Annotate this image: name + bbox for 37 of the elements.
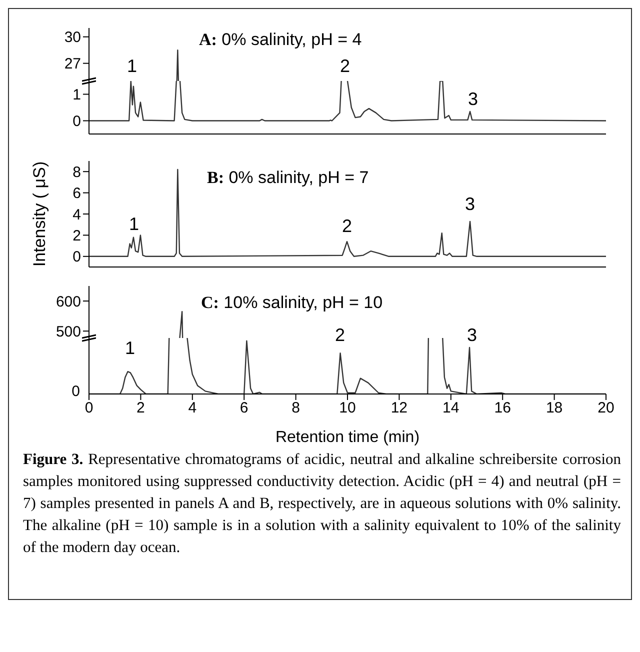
annotation: 1 [126, 56, 138, 78]
y-tick-label: 6 [72, 185, 81, 202]
y-axis-title: Intensity ( μS) [30, 161, 50, 267]
y-tick-label: 1 [72, 86, 81, 104]
x-tick-label: 10 [339, 400, 356, 417]
y-tick-label: 500 [56, 323, 81, 340]
y-tick-label: 8 [72, 164, 81, 181]
y-tick-label: 4 [72, 206, 81, 224]
annotation: 2 [334, 325, 346, 347]
annotation: 1 [128, 214, 140, 236]
x-tick-label: 12 [390, 400, 408, 417]
annotation: B: 0% salinity, pH = 7 [207, 168, 369, 187]
x-tick-label: 6 [240, 400, 248, 417]
y-tick-label: 2 [72, 228, 81, 245]
annotation: 3 [464, 194, 476, 216]
x-tick-label: 18 [546, 400, 563, 417]
y-tick-label: 0 [72, 113, 81, 130]
y-tick-label: 0 [72, 248, 81, 266]
annotation: 3 [468, 89, 478, 111]
annotation: 1 [124, 338, 136, 360]
x-tick-label: 14 [442, 400, 460, 417]
x-tick-label: 8 [292, 400, 300, 417]
y-tick-label: 600 [56, 293, 81, 310]
caption: Figure 3. Representative chromatograms of acidic, neutral and alkaline schreibersite corrosion samples monitored using suppressed conductivity detection. Acidic (pH = 4) and neutral (pH = 7) samples presented in panels A and B, respectively, are in aqueous solutions with 0% salinity. The alkaline (pH = 10) sample is in a solution with a salinity equivalent to 10% of the salinity of the modern day ocean. [23, 450, 622, 558]
x-axis-title: Retention time (min) [275, 429, 420, 446]
x-tick-label: 16 [494, 400, 511, 417]
y-tick-label: 30 [64, 29, 81, 46]
annotation: A: 0% salinity, pH = 4 [199, 30, 362, 49]
y-tick-label: 27 [64, 56, 81, 73]
x-tick-label: 0 [84, 400, 94, 417]
x-tick-label: 20 [598, 400, 614, 417]
annotation: 2 [342, 216, 352, 238]
annotation: 2 [340, 56, 350, 78]
x-tick-label: 2 [136, 400, 145, 417]
annotation: 3 [466, 325, 478, 347]
x-tick-label: 4 [188, 400, 197, 417]
annotation: C: 10% salinity, pH = 10 [201, 293, 383, 312]
